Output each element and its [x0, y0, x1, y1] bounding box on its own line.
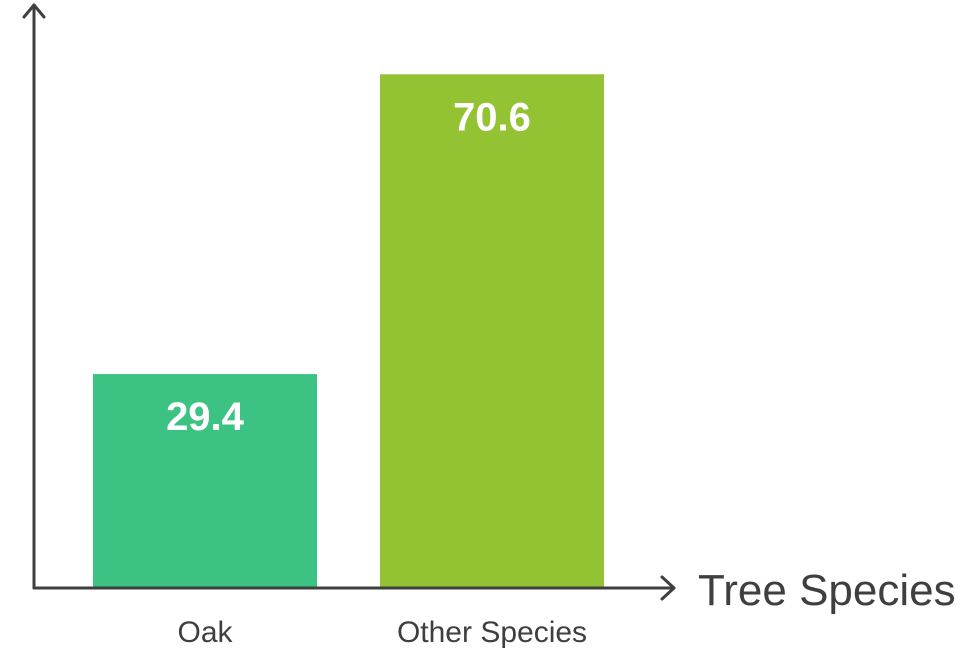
- category-label-other-species: Other Species: [397, 616, 587, 649]
- axes-group: [22, 3, 676, 601]
- y-axis-arrow-icon: [22, 3, 46, 19]
- bars-group: 29.4 Oak 70.6 Other Species: [93, 74, 604, 649]
- x-axis-title: Tree Species: [698, 566, 956, 615]
- bar-other-species: [380, 74, 604, 588]
- value-label-other-species: 70.6: [453, 95, 531, 139]
- category-label-oak: Oak: [177, 616, 233, 649]
- bar-oak: [93, 374, 317, 588]
- value-label-oak: 29.4: [166, 395, 245, 439]
- x-axis-arrow-icon: [660, 575, 676, 601]
